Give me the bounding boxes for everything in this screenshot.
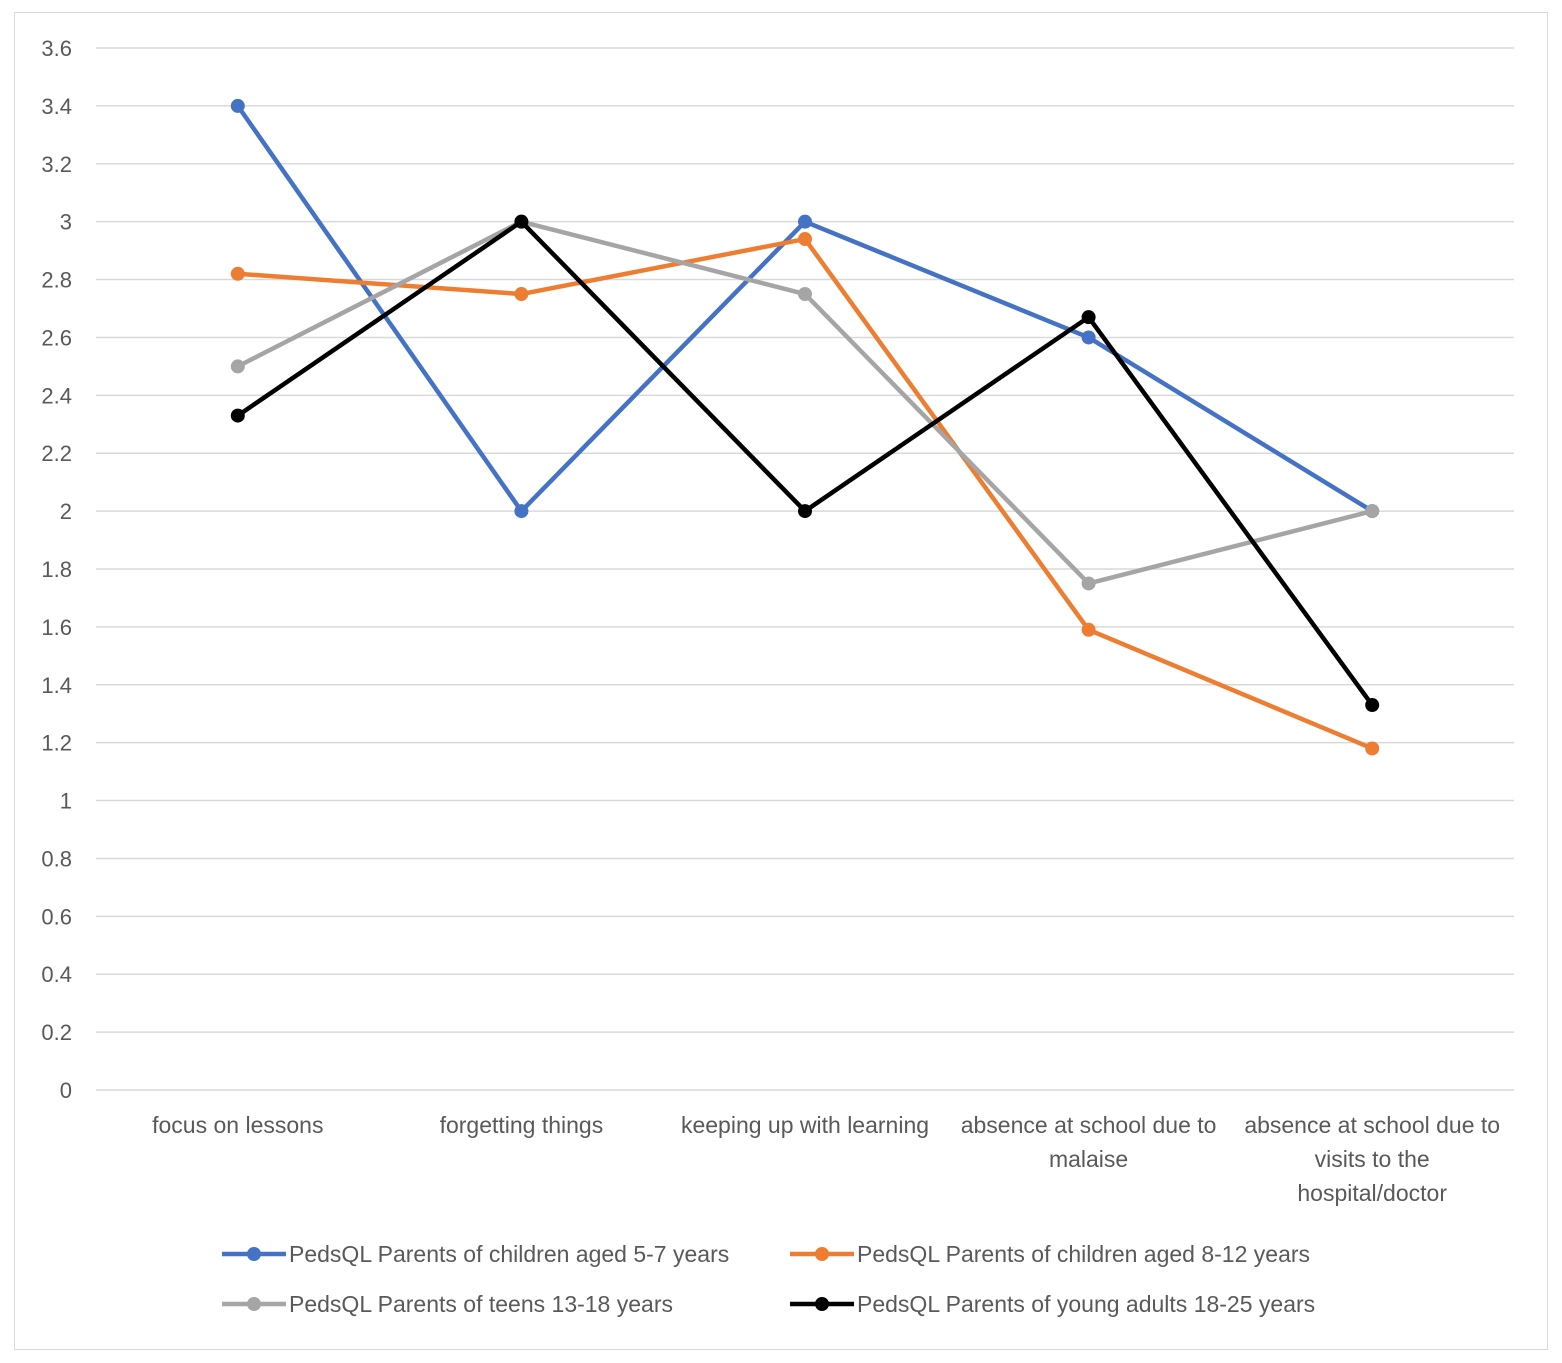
series-1 [230, 98, 1380, 519]
series-group [230, 98, 1380, 756]
legend-label: PedsQL Parents of children aged 5-7 year… [289, 1241, 729, 1267]
y-tick-label: 1.8 [41, 557, 72, 582]
series-line [235, 236, 1375, 751]
legend-marker [247, 1247, 261, 1261]
data-point [1365, 741, 1380, 756]
y-tick-label: 2.4 [41, 383, 72, 408]
data-point [514, 504, 529, 519]
legend-item: PedsQL Parents of young adults 18-25 yea… [790, 1291, 1315, 1317]
legend-item: PedsQL Parents of children aged 5-7 year… [222, 1241, 729, 1267]
x-category-label: focus on lessons [152, 1112, 323, 1138]
y-tick-label: 0.8 [41, 846, 72, 871]
data-point [1081, 622, 1096, 637]
legend-item: PedsQL Parents of children aged 8-12 yea… [790, 1241, 1310, 1267]
x-category-label: absence at school due to [961, 1112, 1217, 1138]
data-point [1365, 698, 1380, 713]
y-tick-label: 1.2 [41, 731, 72, 756]
y-tick-label: 2.6 [41, 325, 72, 350]
chart-frame [14, 12, 1548, 1350]
x-axis-categories: focus on lessons forgetting things keeping… [152, 1112, 1500, 1206]
legend: PedsQL Parents of children aged 5-7 year… [222, 1241, 1315, 1317]
series-line [235, 103, 1375, 514]
y-tick-label: 1 [60, 789, 72, 814]
data-point [798, 232, 812, 247]
y-axis-ticks: 0 0.2 0.4 0.6 0.8 1 1.2 1.4 1.6 1.8 2 2.2 2.4 2.6 2.8 3… [41, 36, 72, 1103]
data-point [1081, 330, 1096, 345]
legend-marker [247, 1297, 261, 1311]
y-tick-label: 0.4 [41, 962, 72, 987]
legend-item: PedsQL Parents of teens 13-18 years [222, 1291, 673, 1317]
data-point [514, 214, 529, 229]
x-category-label: absence at school due to [1244, 1112, 1500, 1138]
y-tick-label: 0.2 [41, 1020, 72, 1045]
x-category-label: forgetting things [440, 1112, 604, 1138]
y-tick-label: 3.4 [41, 94, 72, 119]
series-3 [230, 214, 1380, 591]
legend-marker [815, 1297, 829, 1311]
data-point [1081, 310, 1096, 325]
data-point [514, 287, 529, 302]
y-tick-label: 3.2 [41, 152, 72, 177]
x-category-label: malaise [1049, 1146, 1128, 1172]
y-tick-label: 2.8 [41, 268, 72, 293]
y-tick-label: 0.6 [41, 904, 72, 929]
data-point [230, 359, 245, 374]
legend-label: PedsQL Parents of teens 13-18 years [289, 1291, 673, 1317]
y-tick-label: 3 [60, 210, 72, 235]
data-point [798, 504, 812, 519]
data-point [230, 266, 245, 281]
gridlines [96, 47, 1514, 1091]
data-point [230, 408, 245, 423]
data-point [1081, 576, 1096, 591]
data-point [1365, 504, 1380, 519]
series-4 [230, 214, 1380, 713]
x-category-label: visits to the [1315, 1146, 1430, 1172]
series-2 [230, 232, 1380, 756]
data-point [798, 214, 812, 229]
legend-label: PedsQL Parents of children aged 8-12 yea… [857, 1241, 1310, 1267]
x-category-label: hospital/doctor [1297, 1180, 1447, 1206]
legend-marker [815, 1247, 829, 1261]
data-point [798, 287, 812, 302]
y-tick-label: 1.6 [41, 615, 72, 640]
y-tick-label: 2 [60, 499, 72, 524]
y-tick-label: 3.6 [41, 36, 72, 61]
y-tick-label: 2.2 [41, 441, 72, 466]
x-category-label: keeping up with learning [681, 1112, 929, 1138]
y-tick-label: 0 [60, 1078, 72, 1103]
legend-label: PedsQL Parents of young adults 18-25 yea… [857, 1291, 1315, 1317]
data-point [230, 98, 245, 113]
y-tick-label: 1.4 [41, 673, 72, 698]
series-line [235, 219, 1375, 586]
